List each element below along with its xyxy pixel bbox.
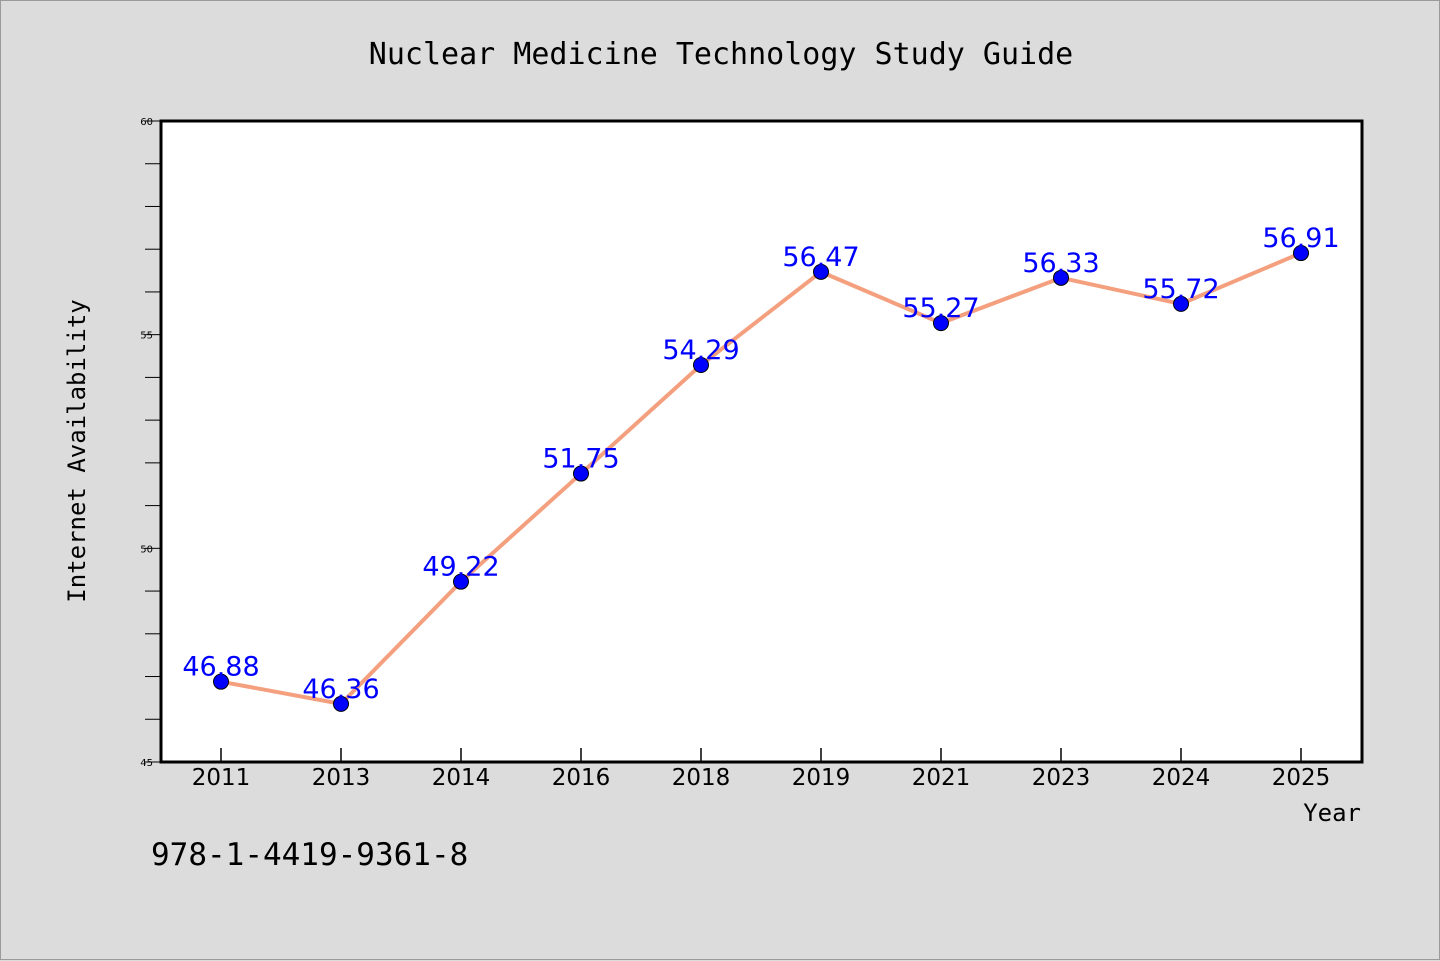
data-label: 49.22 bbox=[422, 552, 499, 583]
series-line bbox=[220, 251, 1302, 706]
data-label: 56.47 bbox=[782, 242, 859, 273]
x-tick-label: 2016 bbox=[552, 765, 611, 791]
data-label: 55.27 bbox=[902, 293, 979, 324]
data-point bbox=[453, 573, 469, 590]
data-label: 56.91 bbox=[1262, 223, 1339, 254]
data-point bbox=[333, 695, 349, 712]
plot-area bbox=[159, 119, 1364, 764]
x-tick-label: 2019 bbox=[792, 765, 851, 791]
x-axis: 2011 2013 2014 2016 2018 2019 2021 2023 2024 2025 bbox=[192, 748, 1331, 791]
data-point bbox=[693, 357, 709, 374]
x-tick-label: 2013 bbox=[312, 765, 371, 791]
data-point bbox=[813, 263, 829, 280]
x-tick-label: 2025 bbox=[1272, 765, 1331, 791]
data-point bbox=[1053, 269, 1069, 286]
y-axis-label: Internet Availability bbox=[63, 299, 91, 602]
y-tick-label: 55 bbox=[140, 331, 153, 342]
data-label: 51.75 bbox=[542, 444, 619, 475]
isbn-annotation: 978-1-4419-9361-8 bbox=[151, 837, 468, 873]
x-tick-label: 2014 bbox=[432, 765, 491, 791]
data-label: 56.33 bbox=[1022, 248, 1099, 279]
x-tick-label: 2018 bbox=[672, 765, 731, 791]
y-tick-label: 50 bbox=[140, 544, 153, 555]
data-point bbox=[933, 315, 949, 332]
y-tick-label: 45 bbox=[140, 758, 153, 769]
chart-title: Nuclear Medicine Technology Study Guide bbox=[369, 37, 1073, 72]
data-point bbox=[213, 673, 229, 690]
x-tick-label: 2011 bbox=[192, 765, 251, 791]
x-tick-label: 2021 bbox=[912, 765, 971, 791]
data-label: 55.72 bbox=[1142, 274, 1219, 305]
x-tick-label: 2023 bbox=[1032, 765, 1091, 791]
y-tick-label: 60 bbox=[140, 117, 153, 128]
data-label: 54.29 bbox=[662, 335, 739, 366]
data-point bbox=[1293, 245, 1309, 262]
data-point bbox=[573, 465, 589, 482]
data-point bbox=[1173, 295, 1189, 312]
x-tick-label: 2024 bbox=[1152, 765, 1211, 791]
data-label: 46.36 bbox=[302, 674, 379, 705]
data-series: 46.88 46.36 49.22 51.75 54.29 56.47 55.27 56.33… bbox=[182, 223, 1340, 712]
x-axis-label: Year bbox=[1303, 799, 1361, 827]
data-label: 46.88 bbox=[182, 652, 259, 683]
y-axis: 45 50 55 60 bbox=[140, 117, 160, 769]
